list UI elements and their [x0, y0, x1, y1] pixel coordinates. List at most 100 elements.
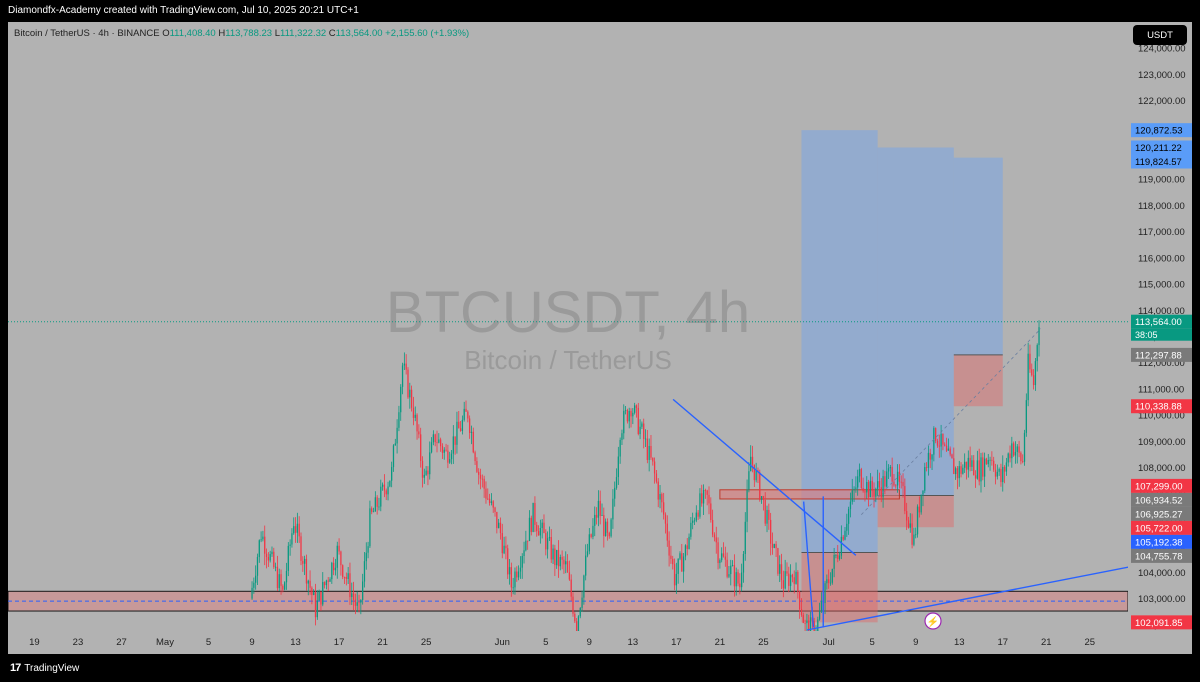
candle-body[interactable] — [906, 511, 908, 521]
candle-body[interactable] — [362, 581, 364, 600]
candle-body[interactable] — [994, 469, 997, 477]
candle-body[interactable] — [782, 580, 784, 589]
candle-body[interactable] — [583, 575, 585, 598]
candle-body[interactable] — [851, 490, 853, 502]
candle-body[interactable] — [788, 573, 790, 586]
candle-body[interactable] — [251, 587, 253, 599]
candle-body[interactable] — [837, 554, 839, 559]
candle-body[interactable] — [434, 434, 436, 443]
candle-body[interactable] — [1020, 452, 1022, 462]
currency-button[interactable]: USDT — [1133, 25, 1187, 45]
candle-body[interactable] — [844, 530, 846, 540]
candle-body[interactable] — [556, 549, 558, 566]
candle-body[interactable] — [864, 491, 866, 493]
candle-body[interactable] — [666, 523, 668, 541]
candle-body[interactable] — [499, 522, 502, 534]
candle-body[interactable] — [305, 558, 308, 584]
candle-body[interactable] — [280, 574, 282, 586]
candle-body[interactable] — [751, 456, 754, 465]
position-stop-zone[interactable] — [877, 495, 954, 528]
candle-body[interactable] — [371, 508, 373, 512]
candle-body[interactable] — [289, 544, 291, 546]
candle-body[interactable] — [445, 449, 447, 451]
candle-body[interactable] — [329, 579, 331, 582]
candle-body[interactable] — [1032, 375, 1035, 386]
candle-body[interactable] — [704, 490, 707, 491]
candle-body[interactable] — [585, 555, 587, 576]
candle-body[interactable] — [389, 480, 391, 487]
candle-body[interactable] — [634, 405, 636, 413]
candle-body[interactable] — [664, 514, 667, 524]
candle-body[interactable] — [494, 507, 496, 512]
candle-body[interactable] — [391, 467, 393, 481]
candle-body[interactable] — [713, 534, 716, 538]
candle-body[interactable] — [255, 575, 257, 583]
candle-body[interactable] — [561, 557, 563, 560]
candle-body[interactable] — [818, 611, 821, 620]
candle-body[interactable] — [566, 561, 569, 573]
candle-body[interactable] — [604, 521, 607, 537]
candle-body[interactable] — [893, 481, 895, 486]
candle-body[interactable] — [510, 567, 512, 588]
candle-body[interactable] — [274, 566, 277, 568]
candle-body[interactable] — [762, 496, 765, 501]
candle-body[interactable] — [918, 506, 920, 513]
candle-body[interactable] — [993, 460, 995, 470]
candle-body[interactable] — [420, 434, 422, 461]
candle-body[interactable] — [1038, 327, 1040, 346]
candle-body[interactable] — [889, 466, 891, 469]
candle-body[interactable] — [766, 509, 768, 524]
candle-body[interactable] — [644, 438, 647, 440]
candle-body[interactable] — [505, 545, 507, 549]
candle-body[interactable] — [1005, 462, 1008, 472]
candle-body[interactable] — [351, 593, 353, 598]
candle-body[interactable] — [740, 572, 743, 588]
candle-body[interactable] — [722, 553, 725, 557]
lightning-event-icon[interactable] — [924, 612, 942, 630]
candle-body[interactable] — [973, 460, 975, 476]
candle-body[interactable] — [528, 517, 531, 542]
candle-body[interactable] — [945, 445, 948, 451]
candle-body[interactable] — [648, 446, 650, 460]
candle-body[interactable] — [508, 567, 511, 575]
candle-body[interactable] — [467, 411, 469, 419]
candle-body[interactable] — [969, 457, 971, 467]
candle-body[interactable] — [931, 454, 933, 460]
candle-body[interactable] — [902, 481, 904, 487]
candle-body[interactable] — [695, 512, 697, 521]
candle-body[interactable] — [496, 511, 498, 529]
candle-body[interactable] — [686, 545, 688, 549]
candle-body[interactable] — [405, 363, 407, 370]
candle-body[interactable] — [742, 554, 745, 573]
candle-body[interactable] — [933, 428, 935, 455]
candle-body[interactable] — [833, 554, 835, 569]
candle-body[interactable] — [356, 602, 358, 606]
candle-body[interactable] — [697, 512, 699, 517]
candle-body[interactable] — [256, 556, 259, 576]
candle-body[interactable] — [826, 579, 828, 584]
candle-body[interactable] — [728, 574, 730, 577]
candle-body[interactable] — [730, 565, 732, 575]
candle-body[interactable] — [657, 481, 659, 500]
candle-body[interactable] — [777, 548, 779, 574]
candle-body[interactable] — [653, 461, 656, 474]
candle-body[interactable] — [322, 582, 324, 605]
candle-body[interactable] — [699, 493, 701, 517]
candle-body[interactable] — [430, 442, 433, 453]
candle-body[interactable] — [438, 439, 440, 443]
candle-body[interactable] — [663, 502, 665, 515]
candle-body[interactable] — [294, 526, 297, 533]
candle-body[interactable] — [309, 580, 311, 588]
candle-body[interactable] — [998, 469, 1000, 472]
candle-body[interactable] — [866, 482, 868, 493]
candle-body[interactable] — [958, 466, 960, 479]
candle-body[interactable] — [478, 471, 480, 475]
symbol-name[interactable]: Bitcoin / TetherUS · 4h · BINANCE — [14, 28, 160, 39]
candle-body[interactable] — [601, 515, 603, 516]
candle-body[interactable] — [949, 448, 951, 455]
candle-body[interactable] — [612, 498, 614, 520]
candle-body[interactable] — [439, 439, 442, 447]
candle-body[interactable] — [463, 408, 465, 420]
candle-body[interactable] — [1029, 353, 1031, 370]
